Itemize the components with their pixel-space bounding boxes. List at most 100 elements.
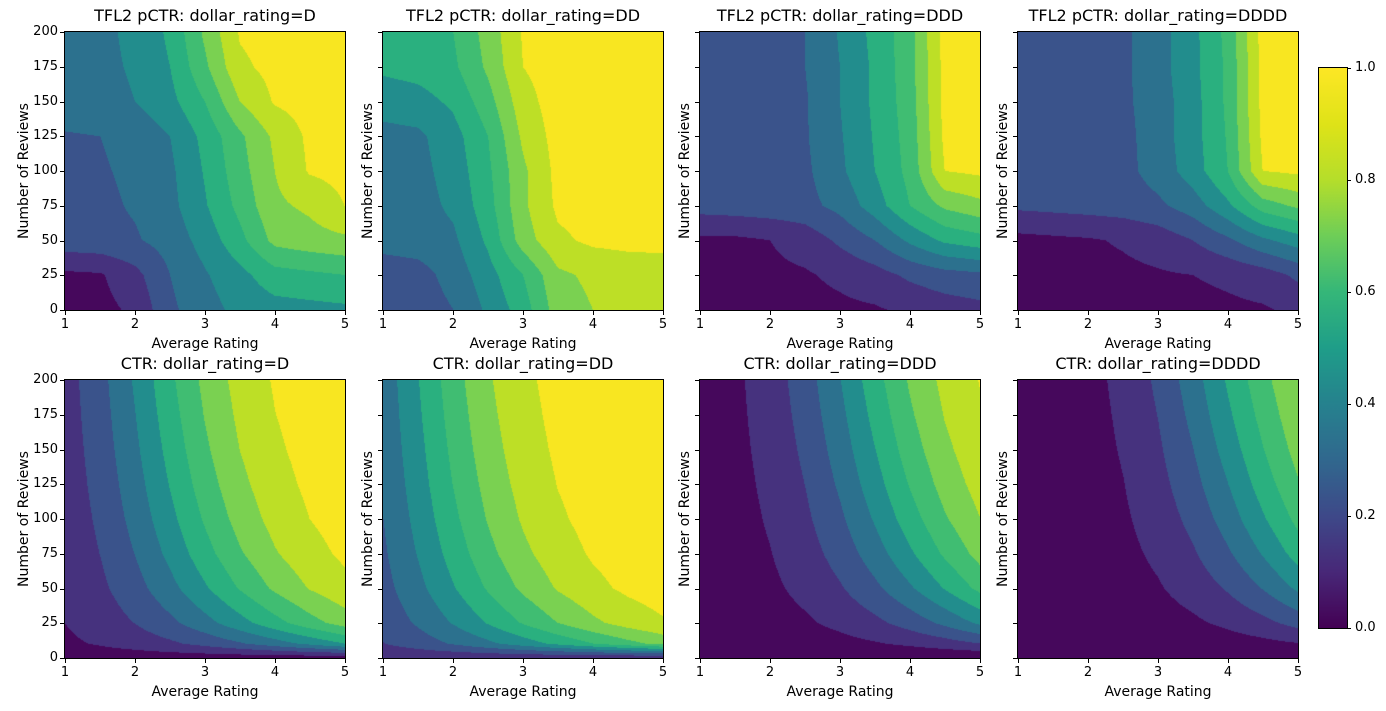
colorbar-tick-label: 0.0	[1355, 620, 1376, 635]
x-tick-mark	[1088, 659, 1089, 663]
y-tick-mark	[378, 171, 382, 172]
x-tick-label: 1	[378, 665, 388, 680]
x-tick-mark	[1158, 659, 1159, 663]
y-tick-mark	[1013, 275, 1017, 277]
subplot-title-tfl2-pctr-dddd: TFL2 pCTR: dollar_rating=DDDD	[1028, 6, 1288, 25]
y-tick-mark	[1013, 66, 1017, 68]
x-tick-label: 5	[658, 665, 668, 680]
subplot-title-ctr-dddd: CTR: dollar_rating=DDDD	[1055, 354, 1261, 373]
x-tick-mark	[1018, 311, 1019, 315]
y-tick-mark	[378, 588, 382, 590]
x-tick-mark	[383, 659, 384, 663]
x-tick-mark	[1298, 659, 1299, 663]
x-tick-label: 2	[1083, 665, 1093, 680]
x-tick-label: 3	[200, 665, 210, 680]
x-axis-label-tfl2-pctr-ddd: Average Rating	[786, 336, 894, 352]
y-tick-mark	[1013, 240, 1017, 242]
x-tick-mark	[1228, 659, 1229, 663]
y-tick-label: 50	[41, 232, 58, 248]
y-tick-mark	[1013, 414, 1017, 416]
x-tick-mark	[65, 659, 66, 663]
y-tick-mark	[695, 414, 699, 416]
x-tick-label: 4	[588, 665, 598, 680]
x-tick-label: 3	[835, 317, 845, 332]
y-tick-mark	[60, 380, 64, 381]
x-tick-label: 1	[60, 665, 70, 680]
y-tick-label: 125	[33, 476, 58, 492]
y-tick-label: 100	[33, 511, 58, 526]
contour-plot-ctr-ddd	[699, 379, 981, 659]
x-tick-label: 4	[905, 665, 915, 680]
y-tick-label: 25	[41, 267, 58, 283]
y-axis-label-ctr-dddd: Number of Reviews	[995, 451, 1011, 587]
contour-plot-ctr-d	[64, 379, 346, 659]
x-tick-mark	[523, 311, 524, 315]
y-tick-mark	[60, 101, 64, 103]
x-tick-mark	[700, 311, 701, 315]
y-tick-mark	[695, 101, 699, 103]
x-axis-label-ctr-dddd: Average Rating	[1104, 684, 1212, 700]
x-tick-label: 5	[1293, 317, 1303, 332]
y-tick-mark	[378, 32, 382, 33]
colorbar-tick-mark	[1347, 628, 1351, 629]
x-axis-label-ctr-ddd: Average Rating	[786, 684, 894, 700]
x-tick-label: 1	[378, 317, 388, 332]
y-tick-mark	[60, 66, 64, 68]
x-tick-mark	[770, 659, 771, 663]
x-tick-label: 1	[60, 317, 70, 332]
y-tick-mark	[695, 623, 699, 625]
y-tick-mark	[378, 101, 382, 103]
colorbar-tick-mark	[1347, 404, 1351, 405]
contour-plot-tfl2-pctr-d	[64, 31, 346, 311]
x-tick-label: 5	[975, 317, 985, 332]
x-tick-label: 3	[518, 665, 528, 680]
y-tick-mark	[1013, 658, 1017, 659]
x-tick-label: 5	[975, 665, 985, 680]
x-tick-mark	[980, 659, 981, 663]
y-tick-mark	[1013, 519, 1017, 520]
x-tick-mark	[840, 659, 841, 663]
y-tick-mark	[1013, 32, 1017, 33]
y-tick-label: 175	[33, 406, 58, 422]
colorbar	[1318, 67, 1348, 629]
x-tick-label: 1	[1013, 665, 1023, 680]
x-tick-mark	[663, 311, 664, 315]
y-tick-mark	[60, 32, 64, 33]
subplot-title-ctr-dd: CTR: dollar_rating=DD	[432, 354, 614, 373]
colorbar-tick-label: 0.4	[1355, 396, 1376, 411]
y-axis-label-ctr-ddd: Number of Reviews	[677, 451, 693, 587]
x-tick-label: 3	[1153, 665, 1163, 680]
y-tick-mark	[695, 449, 699, 451]
y-tick-mark	[1013, 623, 1017, 625]
y-tick-mark	[695, 658, 699, 659]
x-tick-label: 4	[905, 317, 915, 332]
x-axis-label-tfl2-pctr-dd: Average Rating	[469, 336, 577, 352]
x-tick-label: 1	[695, 317, 705, 332]
y-tick-mark	[378, 623, 382, 625]
y-tick-mark	[60, 553, 64, 555]
subplot-title-tfl2-pctr-d: TFL2 pCTR: dollar_rating=D	[94, 6, 316, 25]
x-tick-label: 3	[518, 317, 528, 332]
x-tick-label: 2	[130, 317, 140, 332]
y-tick-label: 125	[33, 128, 58, 144]
contour-plot-tfl2-pctr-ddd	[699, 31, 981, 311]
y-tick-mark	[378, 414, 382, 416]
x-tick-mark	[910, 659, 911, 663]
x-tick-mark	[663, 659, 664, 663]
x-tick-label: 4	[1223, 317, 1233, 332]
y-tick-label: 0	[49, 302, 58, 317]
contour-plot-ctr-dd	[382, 379, 664, 659]
y-axis-label-tfl2-pctr-dddd: Number of Reviews	[995, 103, 1011, 239]
y-tick-mark	[1013, 553, 1017, 555]
x-tick-mark	[593, 311, 594, 315]
x-tick-mark	[700, 659, 701, 663]
subplot-title-tfl2-pctr-ddd: TFL2 pCTR: dollar_rating=DDD	[716, 6, 964, 25]
x-tick-mark	[275, 311, 276, 315]
y-tick-mark	[1013, 484, 1017, 486]
y-axis-label-tfl2-pctr-ddd: Number of Reviews	[677, 103, 693, 239]
x-tick-mark	[205, 311, 206, 315]
x-tick-mark	[205, 659, 206, 663]
x-tick-label: 4	[270, 317, 280, 332]
subplot-title-ctr-ddd: CTR: dollar_rating=DDD	[743, 354, 937, 373]
x-tick-mark	[840, 311, 841, 315]
